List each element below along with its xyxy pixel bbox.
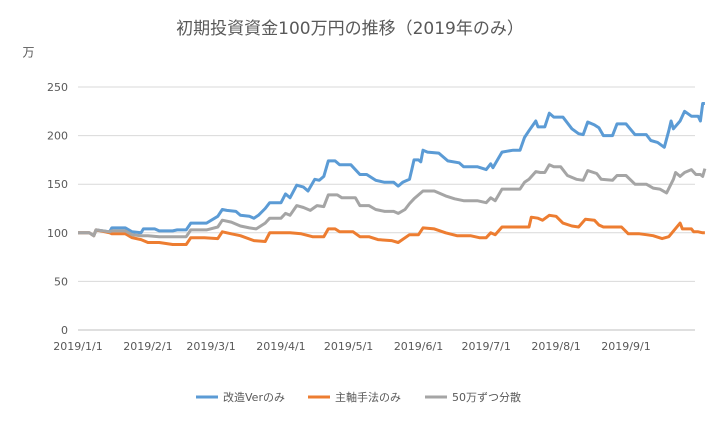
x-tick-label: 2019/7/1	[461, 340, 510, 353]
x-tick-label: 2019/2/1	[123, 340, 172, 353]
x-tick-label: 2019/4/1	[256, 340, 305, 353]
y-tick-label: 50	[54, 275, 68, 288]
x-tick-label: 2019/5/1	[324, 340, 373, 353]
y-tick-label: 250	[47, 81, 68, 94]
legend-label: 改造Verのみ	[223, 390, 285, 404]
y-tick-label: 200	[47, 130, 68, 143]
series-lines	[78, 102, 707, 246]
series-line-3	[78, 163, 707, 239]
y-tick-label: 100	[47, 227, 68, 240]
y-tick-label: 150	[47, 178, 68, 191]
y-tick-label: 0	[61, 324, 68, 337]
x-tick-label: 2019/6/1	[394, 340, 443, 353]
legend-label: 50万ずつ分散	[452, 390, 521, 404]
x-tick-label: 2019/3/1	[186, 340, 235, 353]
legend: 改造Verのみ 主軸手法のみ 50万ずつ分散	[196, 390, 521, 404]
y-axis-ticks: 0 50 100 150 200 250	[47, 81, 68, 337]
chart-title: 初期投資資金100万円の推移（2019年のみ）	[176, 19, 524, 39]
x-tick-label: 2019/8/1	[531, 340, 580, 353]
legend-label: 主軸手法のみ	[335, 390, 401, 404]
series-line-2	[78, 213, 705, 246]
x-tick-label: 2019/1/1	[53, 340, 102, 353]
series-line-1	[78, 102, 705, 238]
x-axis-ticks: 2019/1/1 2019/2/1 2019/3/1 2019/4/1 2019/5/1…	[53, 340, 650, 353]
x-tick-label: 2019/9/1	[601, 340, 650, 353]
gridlines	[78, 86, 695, 331]
y-axis-unit-label: 万	[21, 46, 35, 58]
